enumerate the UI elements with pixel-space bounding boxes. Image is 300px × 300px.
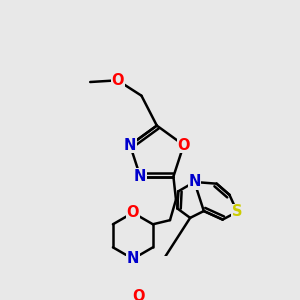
Text: N: N	[124, 138, 136, 153]
Text: O: O	[111, 73, 124, 88]
Text: N: N	[188, 175, 201, 190]
Text: S: S	[232, 204, 242, 219]
Text: O: O	[177, 138, 190, 153]
Text: N: N	[127, 251, 139, 266]
Text: N: N	[134, 169, 146, 184]
Text: O: O	[127, 205, 139, 220]
Text: O: O	[132, 289, 144, 300]
